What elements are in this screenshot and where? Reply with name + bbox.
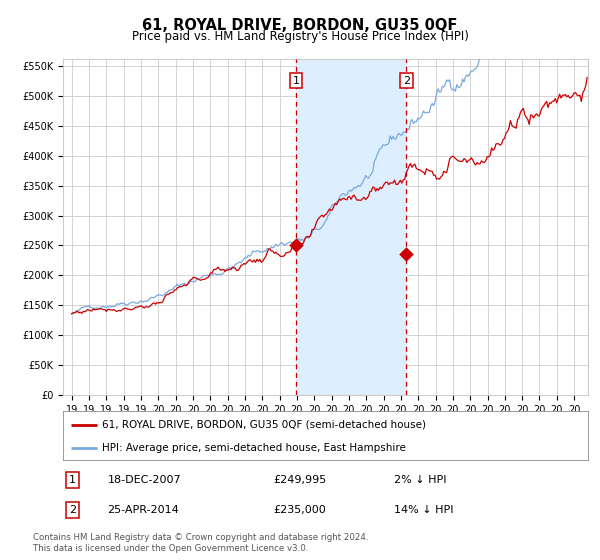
Text: 25-APR-2014: 25-APR-2014: [107, 505, 179, 515]
Text: £249,995: £249,995: [273, 475, 326, 484]
Text: £235,000: £235,000: [273, 505, 326, 515]
Text: 1: 1: [293, 76, 300, 86]
Text: 61, ROYAL DRIVE, BORDON, GU35 0QF (semi-detached house): 61, ROYAL DRIVE, BORDON, GU35 0QF (semi-…: [103, 420, 427, 430]
Bar: [296, 59, 406, 395]
Text: Contains HM Land Registry data © Crown copyright and database right 2024.
This d: Contains HM Land Registry data © Crown c…: [33, 533, 368, 553]
Text: 1: 1: [69, 475, 76, 484]
Text: Price paid vs. HM Land Registry's House Price Index (HPI): Price paid vs. HM Land Registry's House …: [131, 30, 469, 43]
Point: [292, 241, 301, 250]
Text: 61, ROYAL DRIVE, BORDON, GU35 0QF: 61, ROYAL DRIVE, BORDON, GU35 0QF: [142, 18, 458, 34]
Text: 2: 2: [69, 505, 76, 515]
Point: [401, 250, 411, 259]
Text: 2% ↓ HPI: 2% ↓ HPI: [394, 475, 446, 484]
Text: HPI: Average price, semi-detached house, East Hampshire: HPI: Average price, semi-detached house,…: [103, 443, 406, 453]
Text: 2: 2: [403, 76, 410, 86]
Text: 18-DEC-2007: 18-DEC-2007: [107, 475, 181, 484]
Text: 14% ↓ HPI: 14% ↓ HPI: [394, 505, 453, 515]
